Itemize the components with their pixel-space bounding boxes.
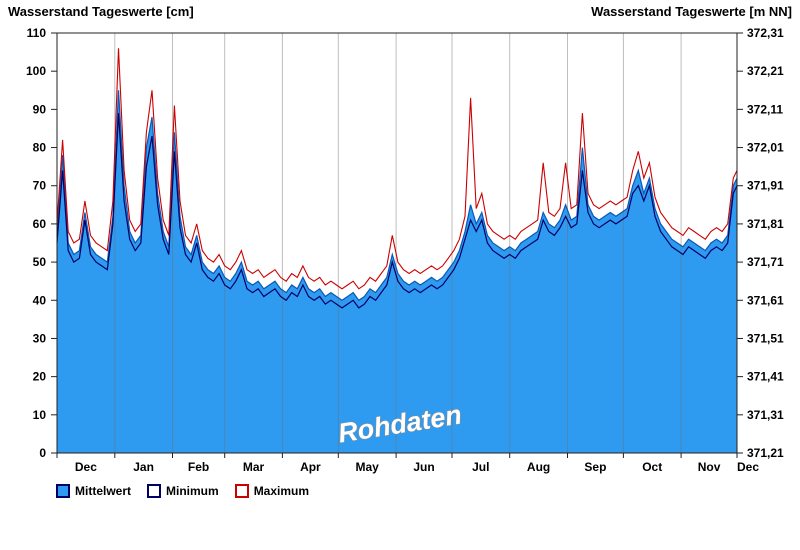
right-tick-label: 371,51 (747, 331, 784, 345)
left-tick-label: 10 (33, 408, 47, 422)
legend-item-mittelwert: Mittelwert (56, 484, 131, 498)
right-tick-label: 371,81 (747, 217, 784, 231)
month-label: Apr (300, 460, 321, 474)
month-label: Feb (188, 460, 209, 474)
month-label: May (356, 460, 380, 474)
legend-label-mittelwert: Mittelwert (75, 484, 132, 498)
mittelwert-line (56, 90, 738, 302)
right-tick-label: 372,11 (747, 102, 783, 116)
month-label: Oct (642, 460, 662, 474)
month-label: Jul (472, 460, 489, 474)
right-tick-label: 371,31 (747, 408, 784, 422)
left-tick-label: 0 (39, 446, 46, 460)
month-label: Jun (413, 460, 434, 474)
month-label: Nov (698, 460, 721, 474)
left-tick-label: 30 (33, 331, 47, 345)
left-tick-label: 60 (33, 217, 47, 231)
left-tick-label: 20 (33, 370, 47, 384)
legend-label-minimum: Minimum (166, 484, 219, 498)
legend-label-maximum: Maximum (253, 484, 310, 498)
right-tick-label: 372,01 (747, 141, 784, 155)
mittelwert-swatch-icon (56, 484, 70, 498)
plot-frame (56, 32, 738, 454)
right-tick-label: 371,21 (747, 446, 784, 460)
month-label: Jan (133, 460, 154, 474)
left-tick-label: 100 (26, 64, 46, 78)
chart-legend: Mittelwert Minimum Maximum (56, 484, 309, 498)
left-tick-label: 110 (27, 26, 47, 40)
left-axis-title: Wasserstand Tageswerte [cm] (8, 4, 194, 19)
month-label: Mar (243, 460, 265, 474)
right-tick-label: 371,71 (747, 255, 784, 269)
right-tick-label: 371,41 (747, 370, 784, 384)
minimum-line (56, 113, 738, 309)
month-label: Sep (584, 460, 606, 474)
left-tick-label: 80 (33, 141, 47, 155)
month-label: Dec (75, 460, 97, 474)
month-label: Aug (527, 460, 550, 474)
left-tick-label: 50 (33, 255, 47, 269)
legend-item-minimum: Minimum (147, 484, 219, 498)
right-tick-label: 371,61 (747, 293, 784, 307)
left-tick-label: 40 (33, 293, 47, 307)
maximum-line (56, 48, 738, 290)
left-tick-label: 90 (33, 102, 47, 116)
minimum-swatch-icon (147, 484, 162, 498)
legend-item-maximum: Maximum (234, 484, 310, 498)
month-label: Dec (737, 460, 759, 474)
right-tick-label: 372,21 (747, 64, 784, 78)
right-tick-label: 372,31 (747, 26, 784, 40)
maximum-swatch-icon (234, 484, 249, 498)
right-axis-title: Wasserstand Tageswerte [m NN] (591, 4, 792, 19)
right-tick-label: 371,91 (747, 179, 784, 193)
left-tick-label: 70 (33, 179, 47, 193)
